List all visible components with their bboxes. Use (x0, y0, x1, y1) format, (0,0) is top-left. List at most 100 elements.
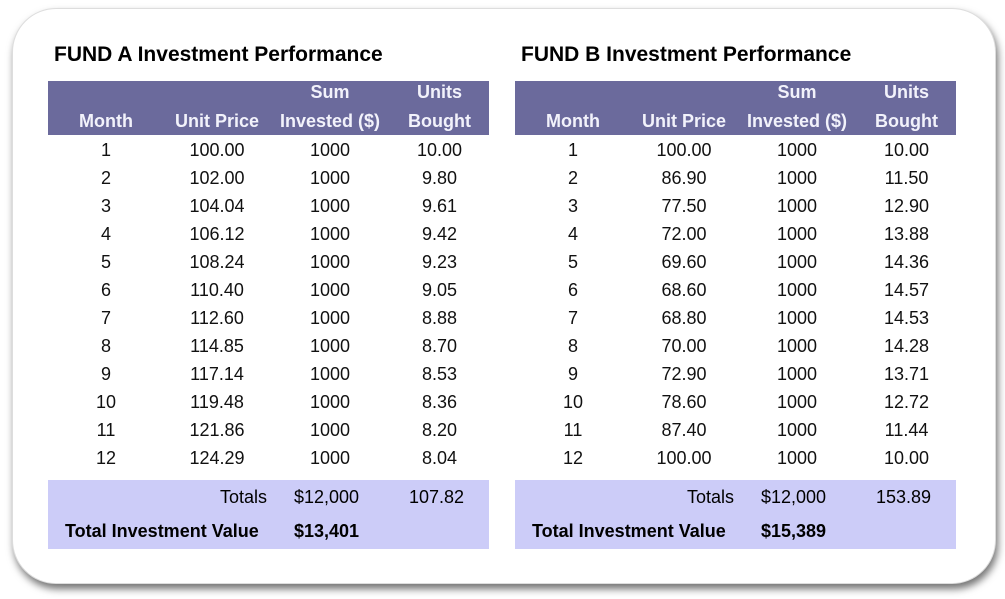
cell-sum-invested: 1000 (309, 252, 351, 272)
header-sum-top: Sum (310, 82, 350, 102)
cell-units-bought: 8.70 (421, 336, 458, 356)
table-row: 9 72.90 1000 13.71 (515, 360, 956, 388)
cell-sum-invested: 1000 (309, 168, 351, 188)
total-value: $15,389 (761, 521, 827, 541)
cell-unit-price: 106.12 (189, 224, 245, 244)
cell-unit-price: 104.04 (189, 196, 245, 216)
cell-month: 5 (100, 252, 111, 272)
cell-month: 4 (100, 224, 111, 244)
cell-sum-invested: 1000 (309, 448, 351, 468)
cell-month: 10 (95, 392, 117, 412)
cell-unit-price: 68.60 (661, 280, 707, 300)
cell-units-bought: 11.44 (884, 420, 929, 440)
totals-sum: $12,000 (294, 487, 360, 507)
cell-month: 7 (100, 308, 111, 328)
cell-month: 2 (100, 168, 111, 188)
header-units-top: Units (884, 82, 929, 102)
header-month: Month (546, 111, 600, 131)
cell-sum-invested: 1000 (309, 392, 351, 412)
cell-month: 12 (95, 448, 117, 468)
header-units-bottom: Bought (408, 111, 471, 131)
cell-units-bought: 14.36 (883, 252, 930, 272)
table-header: Month Unit Price Sum Invested ($) Units … (48, 81, 489, 135)
cell-sum-invested: 1000 (776, 196, 818, 216)
fund-title: FUND A Investment Performance (54, 43, 383, 66)
header-month: Month (79, 111, 133, 131)
cell-sum-invested: 1000 (776, 168, 818, 188)
cell-month: 3 (100, 196, 111, 216)
totals-section: Totals $12,000 153.89 Total Investment V… (515, 480, 956, 549)
cell-unit-price: 121.86 (189, 420, 245, 440)
header-units-top: Units (417, 82, 462, 102)
table-row: 3 104.04 1000 9.61 (48, 192, 489, 220)
header-sum-top: Sum (777, 82, 817, 102)
cell-units-bought: 9.61 (421, 196, 458, 216)
cell-month: 11 (96, 420, 116, 440)
cell-month: 12 (562, 448, 584, 468)
cell-units-bought: 10.00 (883, 448, 930, 468)
cell-units-bought: 9.23 (421, 252, 458, 272)
cell-unit-price: 110.40 (190, 280, 244, 300)
table-row: 1 100.00 1000 10.00 (515, 136, 956, 164)
cell-sum-invested: 1000 (776, 420, 818, 440)
cell-sum-invested: 1000 (309, 336, 351, 356)
table-row: 8 114.85 1000 8.70 (48, 332, 489, 360)
cell-unit-price: 100.00 (656, 140, 712, 160)
cell-month: 1 (100, 140, 111, 160)
cell-units-bought: 8.88 (421, 308, 458, 328)
fund-title: FUND B Investment Performance (521, 43, 852, 66)
cell-unit-price: 108.24 (189, 252, 245, 272)
cell-month: 6 (100, 280, 111, 300)
table-row: 2 86.90 1000 11.50 (515, 164, 956, 192)
table-row: 12 124.29 1000 8.04 (48, 444, 489, 472)
cell-sum-invested: 1000 (776, 280, 818, 300)
cell-sum-invested: 1000 (309, 280, 351, 300)
totals-label: Totals (219, 487, 267, 507)
cell-units-bought: 8.53 (421, 364, 458, 384)
fund-a-table: FUND A Investment Performance Month Unit… (48, 40, 489, 549)
cell-month: 1 (567, 140, 578, 160)
cell-unit-price: 102.00 (189, 168, 245, 188)
header-unit-price: Unit Price (641, 111, 727, 131)
cell-month: 8 (100, 336, 111, 356)
cell-unit-price: 112.60 (190, 308, 244, 328)
table-row: 12 100.00 1000 10.00 (515, 444, 956, 472)
cell-unit-price: 119.48 (190, 392, 244, 412)
totals-label: Totals (686, 487, 734, 507)
cell-units-bought: 12.72 (883, 392, 930, 412)
header-sum-bottom: Invested ($) (279, 111, 381, 131)
cell-month: 11 (563, 420, 583, 440)
cell-sum-invested: 1000 (309, 364, 351, 384)
cell-unit-price: 124.29 (189, 448, 245, 468)
cell-units-bought: 12.90 (883, 196, 930, 216)
cell-units-bought: 14.53 (883, 308, 930, 328)
cell-sum-invested: 1000 (309, 140, 351, 160)
cell-sum-invested: 1000 (776, 252, 818, 272)
cell-month: 9 (567, 364, 578, 384)
cell-month: 5 (567, 252, 578, 272)
cell-units-bought: 9.05 (421, 280, 458, 300)
cell-month: 4 (567, 224, 578, 244)
cell-units-bought: 8.20 (421, 420, 458, 440)
header-units-bottom: Bought (875, 111, 938, 131)
table-body: 1 100.00 1000 10.00 2 102.00 1000 9.80 3 104.04 10… (48, 135, 489, 472)
cell-units-bought: 14.28 (883, 336, 930, 356)
table-row: 9 117.14 1000 8.53 (48, 360, 489, 388)
cell-sum-invested: 1000 (776, 140, 818, 160)
cell-unit-price: 86.90 (661, 168, 707, 188)
cell-month: 10 (562, 392, 584, 412)
table-row: 8 70.00 1000 14.28 (515, 332, 956, 360)
table-row: 1 100.00 1000 10.00 (48, 136, 489, 164)
cell-month: 8 (567, 336, 578, 356)
header-unit-price: Unit Price (174, 111, 260, 131)
cell-units-bought: 13.71 (883, 364, 930, 384)
cell-sum-invested: 1000 (309, 420, 351, 440)
cell-units-bought: 11.50 (884, 168, 929, 188)
header-sum-bottom: Invested ($) (746, 111, 848, 131)
cell-units-bought: 13.88 (883, 224, 930, 244)
cell-units-bought: 9.42 (421, 224, 458, 244)
cell-units-bought: 14.57 (883, 280, 930, 300)
cell-sum-invested: 1000 (776, 364, 818, 384)
cell-unit-price: 100.00 (656, 448, 712, 468)
cell-units-bought: 8.04 (421, 448, 458, 468)
